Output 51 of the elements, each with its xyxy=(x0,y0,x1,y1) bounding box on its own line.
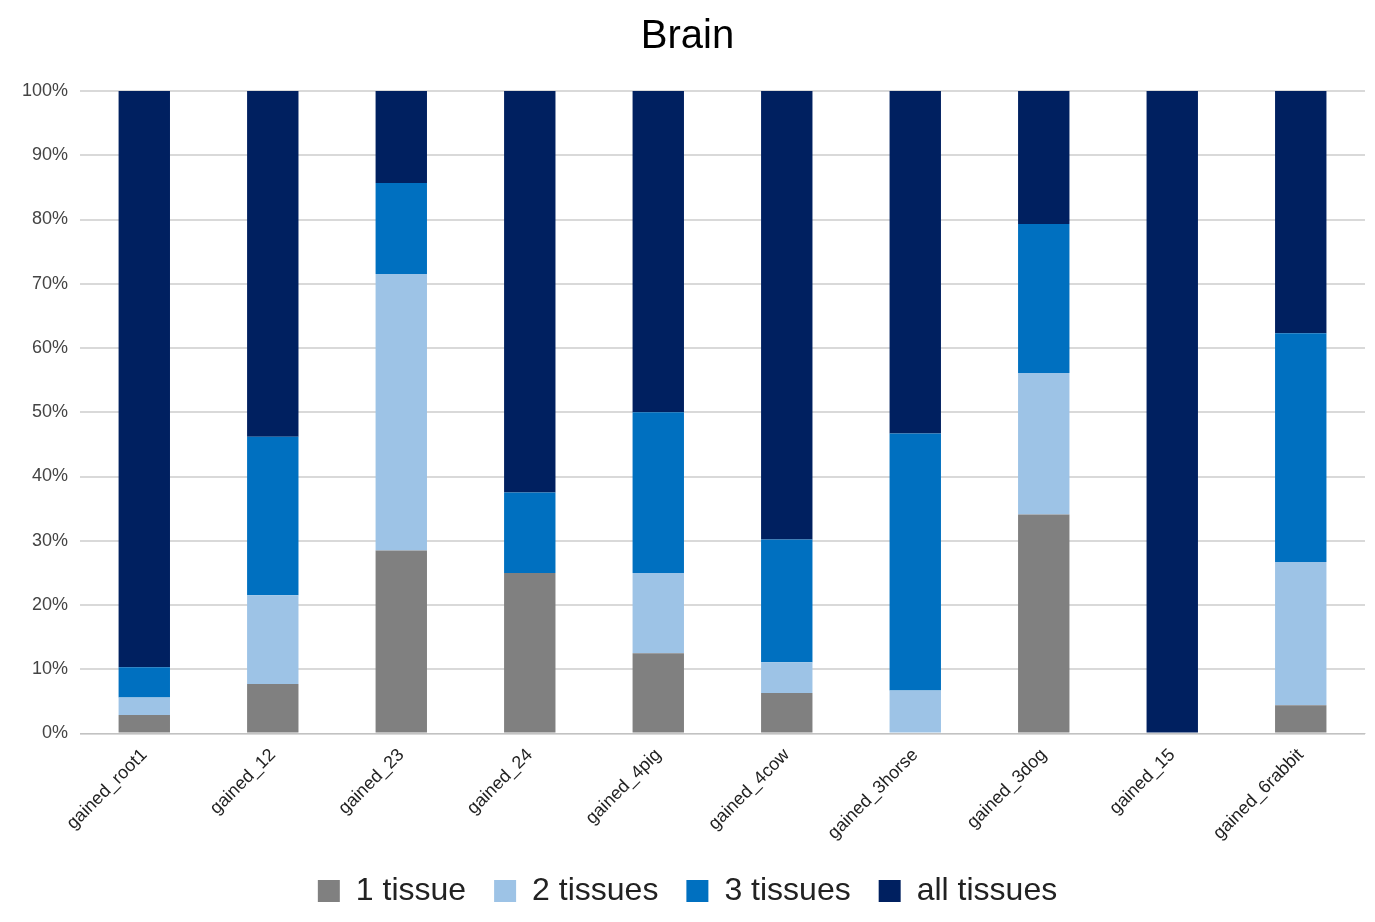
y-tick-label: 60% xyxy=(32,336,69,357)
bar xyxy=(504,492,556,573)
y-tick-label: 90% xyxy=(32,144,69,165)
bar xyxy=(118,697,170,715)
bar xyxy=(1018,224,1070,374)
bar xyxy=(1275,561,1327,706)
bar xyxy=(504,91,556,493)
chart-title: Brain xyxy=(640,12,735,57)
bar xyxy=(632,572,684,654)
bar xyxy=(761,539,813,663)
bar xyxy=(247,436,299,596)
y-tick-label: 100% xyxy=(21,79,69,100)
bar xyxy=(247,91,299,437)
bar xyxy=(375,274,427,551)
bar xyxy=(375,91,427,183)
y-tick-label: 80% xyxy=(32,208,69,229)
bar xyxy=(632,412,684,573)
bar xyxy=(761,693,813,733)
y-tick-label: 0% xyxy=(42,722,69,743)
bar xyxy=(1018,373,1070,515)
bar xyxy=(1018,91,1070,224)
bar xyxy=(761,91,813,540)
bar xyxy=(118,91,170,668)
y-tick-label: 50% xyxy=(32,401,69,422)
bar xyxy=(504,572,556,733)
bar xyxy=(1018,514,1070,733)
bar xyxy=(247,684,299,733)
bar xyxy=(1275,91,1327,334)
y-tick-label: 10% xyxy=(32,658,69,679)
bar xyxy=(1146,91,1198,733)
bar xyxy=(118,667,170,698)
bar xyxy=(375,182,427,275)
bar xyxy=(761,662,813,694)
bar xyxy=(632,653,684,733)
y-tick-label: 40% xyxy=(32,465,69,486)
bar xyxy=(889,91,941,434)
y-tick-label: 20% xyxy=(32,593,69,614)
bar xyxy=(1275,705,1327,733)
y-tick-label: 30% xyxy=(32,529,69,550)
bar xyxy=(118,714,170,733)
bar xyxy=(1275,333,1327,562)
bar xyxy=(632,91,684,413)
legend-label: 1 tissue xyxy=(355,870,467,907)
bar xyxy=(247,595,299,685)
legend-label: all tissues xyxy=(916,870,1058,907)
bar xyxy=(889,690,941,733)
y-tick-label: 70% xyxy=(32,272,69,293)
legend-label: 3 tissues xyxy=(724,870,851,907)
legend-label: 2 tissues xyxy=(532,870,659,907)
bar xyxy=(889,433,941,691)
bar xyxy=(375,550,427,733)
